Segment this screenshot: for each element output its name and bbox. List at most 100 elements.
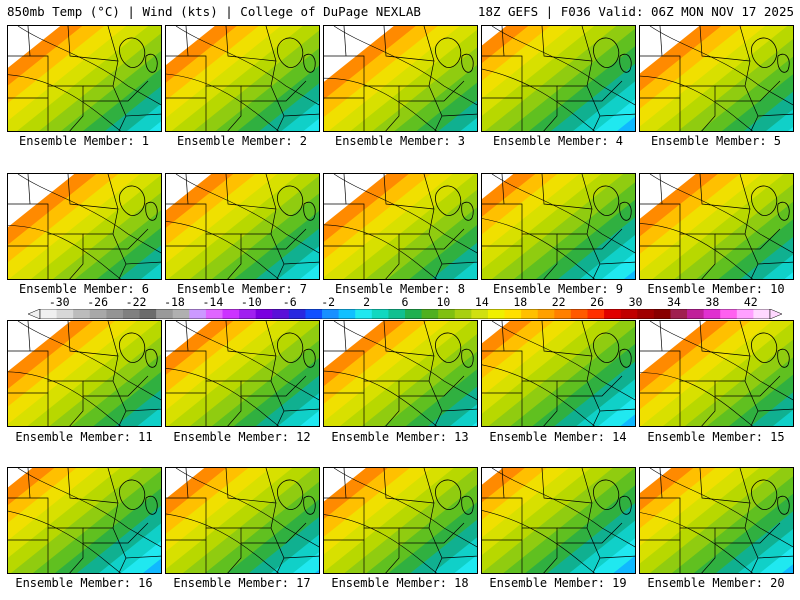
temperature-band xyxy=(394,65,477,131)
ensemble-member-label: Ensemble Member: 2 xyxy=(176,134,308,148)
state-boundaries xyxy=(640,468,793,573)
isotherm-contour xyxy=(482,26,635,131)
temperature-band xyxy=(551,63,635,131)
temperature-band xyxy=(205,481,319,573)
great-lakes-outline xyxy=(751,332,790,368)
temperature-band xyxy=(324,468,477,573)
isotherm-contour xyxy=(166,321,319,426)
isotherm-contour xyxy=(482,468,635,573)
temperature-band xyxy=(249,517,319,573)
colorbar-segment xyxy=(288,309,306,319)
colorbar-tick-label: -14 xyxy=(202,295,224,309)
colorbar-segment xyxy=(471,309,489,319)
colorbar-segment xyxy=(89,309,107,319)
colorbar-min-arrow xyxy=(27,309,41,319)
ensemble-member-map xyxy=(165,173,320,280)
temperature-band xyxy=(149,121,161,131)
temperature-band xyxy=(640,468,783,573)
ensemble-member-map xyxy=(639,467,794,574)
temperature-band xyxy=(700,56,793,131)
temperature-field xyxy=(166,321,319,426)
ensemble-member-map xyxy=(7,25,162,132)
temperature-band xyxy=(485,26,635,131)
great-lakes-outline xyxy=(277,37,316,73)
colorbar-segment xyxy=(653,309,671,319)
state-boundaries xyxy=(8,321,161,426)
temperature-field xyxy=(640,468,793,573)
isotherm-contour xyxy=(640,468,793,573)
temperature-band xyxy=(31,175,161,279)
state-boundaries xyxy=(482,321,635,426)
ensemble-member-map xyxy=(165,320,320,427)
temperature-band xyxy=(234,211,319,279)
map-header: 850mb Temp (°C) | Wind (kts) | College o… xyxy=(0,0,800,24)
isotherm-contour xyxy=(482,321,635,426)
colorbar-max-arrow xyxy=(769,309,783,319)
isotherm-contour xyxy=(166,26,319,131)
temperature-band xyxy=(773,410,793,426)
temperature-band xyxy=(343,174,477,279)
temperature-band xyxy=(580,235,635,279)
colorbar-tick-label: 38 xyxy=(705,295,720,309)
state-boundaries xyxy=(324,321,477,426)
temperature-field xyxy=(8,321,161,426)
colorbar-segment xyxy=(405,309,423,319)
temperature-band xyxy=(344,468,477,573)
colorbar-segment xyxy=(305,309,323,319)
state-boundaries xyxy=(8,174,161,279)
ensemble-member-label: Ensemble Member: 17 xyxy=(173,576,311,590)
temperature-band xyxy=(740,237,793,279)
colorbar-segment xyxy=(487,309,506,319)
colorbar-tick-label: 26 xyxy=(590,295,605,309)
isotherm-contour xyxy=(640,321,793,426)
great-lakes-outline xyxy=(593,37,632,73)
temperature-field xyxy=(324,174,477,279)
temperature-field xyxy=(166,174,319,279)
temperature-field xyxy=(324,468,477,573)
colorbar-tick-label: 2 xyxy=(363,295,371,309)
great-lakes-outline xyxy=(119,332,158,368)
ensemble-member-label: Ensemble Member: 20 xyxy=(647,576,785,590)
colorbar-segment xyxy=(56,309,74,319)
isotherm-contour xyxy=(324,468,477,573)
colorbar-segment xyxy=(670,309,688,319)
temperature-band xyxy=(482,174,625,279)
temperature-band xyxy=(678,39,793,131)
temperature-band xyxy=(488,321,635,426)
colorbar-segment xyxy=(454,309,472,319)
temperature-band xyxy=(656,26,793,131)
ensemble-member-label: Ensemble Member: 6 xyxy=(18,282,150,296)
temperature-band xyxy=(61,51,161,131)
temperature-band xyxy=(234,358,319,426)
colorbar-segment xyxy=(355,309,373,319)
colorbar-tick-label: -22 xyxy=(125,295,147,309)
ensemble-member-label: Ensemble Member: 15 xyxy=(647,430,785,444)
temperature-band xyxy=(652,174,793,279)
colorbar-tick-label: 14 xyxy=(474,295,489,309)
temperature-band xyxy=(171,26,319,131)
colorbar-tick-label: 42 xyxy=(743,295,758,309)
colorbar-tick-label: 6 xyxy=(401,295,409,309)
temperature-band xyxy=(640,174,785,279)
colorbar-segment xyxy=(570,309,588,319)
colorbar-tick-label: -18 xyxy=(164,295,185,309)
colorbar-tick-label: -6 xyxy=(282,295,297,309)
state-boundaries xyxy=(166,174,319,279)
colorbar-segment xyxy=(255,309,273,319)
ensemble-member-map xyxy=(481,173,636,280)
temperature-band xyxy=(788,127,793,131)
ensemble-member-label: Ensemble Member: 12 xyxy=(173,430,311,444)
temperature-band xyxy=(328,26,477,131)
colorbar-segment xyxy=(637,309,655,319)
colorbar-segment xyxy=(122,309,141,319)
temperature-field xyxy=(640,174,793,279)
ensemble-member-label: Ensemble Member: 13 xyxy=(331,430,469,444)
ensemble-member-map xyxy=(323,467,478,574)
colorbar-tick-label: 30 xyxy=(628,295,643,309)
colorbar-tick-label: -2 xyxy=(321,295,336,309)
temperature-colorbar: -30 -26 -22 -18 -14 -10 -6 -2 2 6 10 14 18 22 26 30 34 38… xyxy=(0,296,800,320)
colorbar-segment xyxy=(40,309,58,319)
temperature-band xyxy=(641,321,793,426)
temperature-band xyxy=(482,321,621,426)
temperature-field xyxy=(166,468,319,573)
